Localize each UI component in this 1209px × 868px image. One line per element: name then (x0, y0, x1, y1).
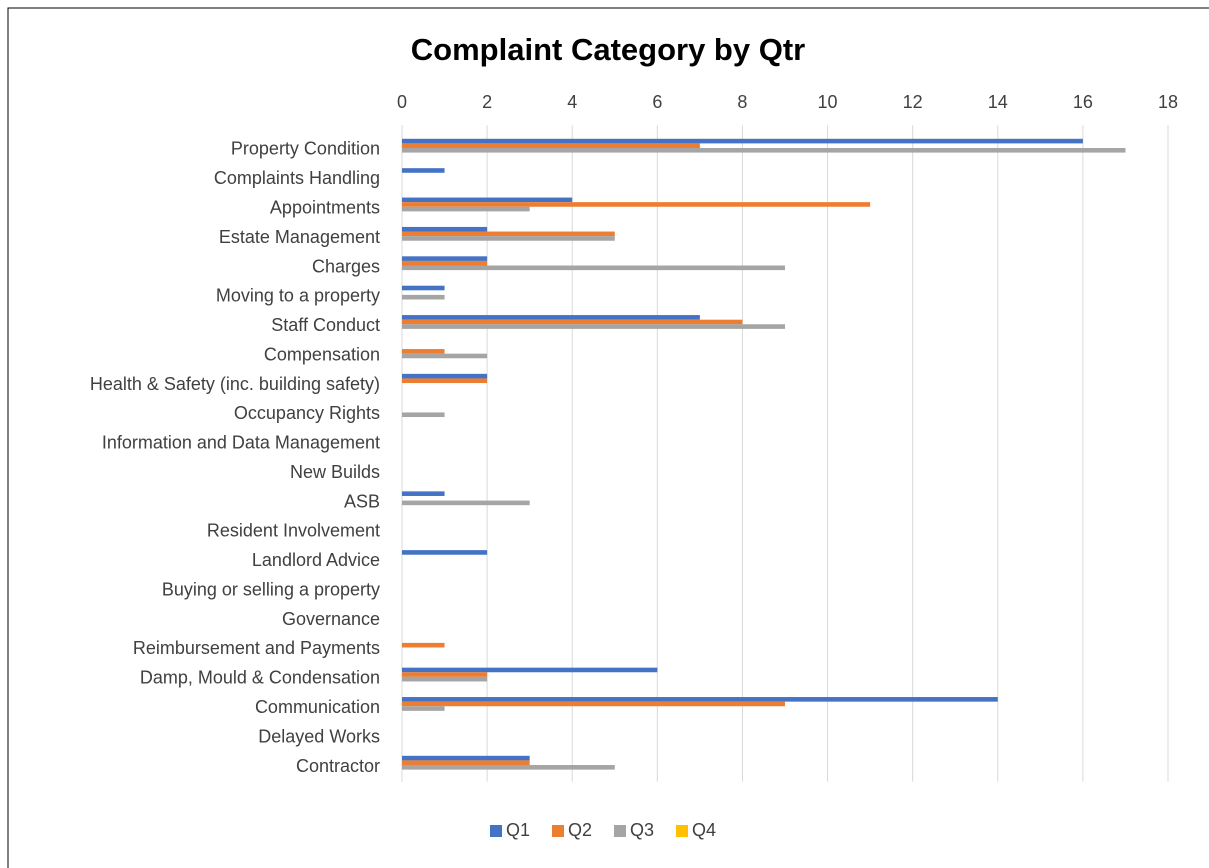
bar (402, 412, 445, 418)
legend-label: Q1 (506, 820, 530, 840)
bar (402, 315, 700, 320)
bar (402, 197, 573, 203)
bar (402, 500, 530, 506)
y-tick-label: Delayed Works (258, 726, 380, 746)
y-tick-label: Estate Management (219, 227, 380, 247)
bar (402, 373, 488, 379)
y-tick-label: Damp, Mould & Condensation (140, 668, 380, 688)
bar (402, 378, 488, 384)
y-tick-label: Reimbursement and Payments (133, 638, 380, 658)
bar (402, 231, 615, 237)
bar (402, 676, 488, 682)
bar (402, 755, 530, 761)
x-tick-label: 10 (818, 92, 838, 112)
legend-swatch (676, 825, 688, 837)
y-tick-label: Health & Safety (inc. building safety) (90, 374, 380, 394)
x-tick-label: 4 (567, 92, 577, 112)
bar (402, 353, 488, 359)
y-tick-label: Communication (255, 697, 380, 717)
bar (402, 138, 1083, 144)
y-tick-label: Staff Conduct (271, 315, 380, 335)
bar (402, 206, 530, 212)
bar (402, 550, 488, 555)
bar (402, 294, 445, 300)
x-tick-label: 0 (397, 92, 407, 112)
y-tick-label: Moving to a property (216, 286, 380, 306)
bar (402, 260, 488, 266)
legend-swatch (552, 825, 564, 837)
bar (402, 147, 1126, 153)
bar (402, 319, 743, 325)
x-tick-label: 18 (1158, 92, 1178, 112)
bar (402, 324, 785, 329)
y-tick-label: Compensation (264, 344, 380, 364)
y-tick-label: Appointments (270, 198, 380, 218)
bar (402, 672, 488, 677)
x-tick-label: 16 (1073, 92, 1093, 112)
bar (402, 701, 785, 707)
bar (402, 265, 785, 271)
bar (402, 168, 445, 173)
y-tick-label: Information and Data Management (102, 433, 380, 453)
bar (402, 236, 615, 241)
bar (402, 765, 615, 770)
bar (402, 667, 658, 673)
y-tick-label: ASB (344, 491, 380, 511)
bar (402, 143, 700, 148)
legend-label: Q3 (630, 820, 654, 840)
y-tick-label: Landlord Advice (252, 550, 380, 570)
legend-swatch (614, 825, 626, 837)
x-tick-label: 8 (737, 92, 747, 112)
y-tick-label: Resident Involvement (207, 521, 380, 541)
bar (402, 226, 488, 232)
y-tick-label: Occupancy Rights (234, 403, 380, 423)
bar (402, 256, 488, 261)
x-tick-label: 12 (903, 92, 923, 112)
y-tick-label: Charges (312, 256, 380, 276)
bar (402, 642, 445, 648)
x-tick-label: 6 (652, 92, 662, 112)
y-tick-label: Buying or selling a property (162, 579, 380, 599)
chart-title: Complaint Category by Qtr (411, 32, 805, 67)
chart-border (7, 7, 1209, 868)
y-tick-label: Complaints Handling (214, 168, 380, 188)
bar (402, 491, 445, 496)
legend-label: Q4 (692, 820, 716, 840)
y-tick-label: Governance (282, 609, 380, 629)
y-tick-label: Contractor (296, 756, 380, 776)
legend-label: Q2 (568, 820, 592, 840)
x-tick-label: 2 (482, 92, 492, 112)
y-tick-label: New Builds (290, 462, 380, 482)
y-tick-label: Property Condition (231, 139, 380, 159)
bar (402, 349, 445, 354)
legend-swatch (490, 825, 502, 837)
bar (402, 760, 530, 766)
bar (402, 697, 998, 702)
bar (402, 285, 445, 291)
x-tick-label: 14 (988, 92, 1008, 112)
bar (402, 706, 445, 711)
bar (402, 202, 871, 207)
